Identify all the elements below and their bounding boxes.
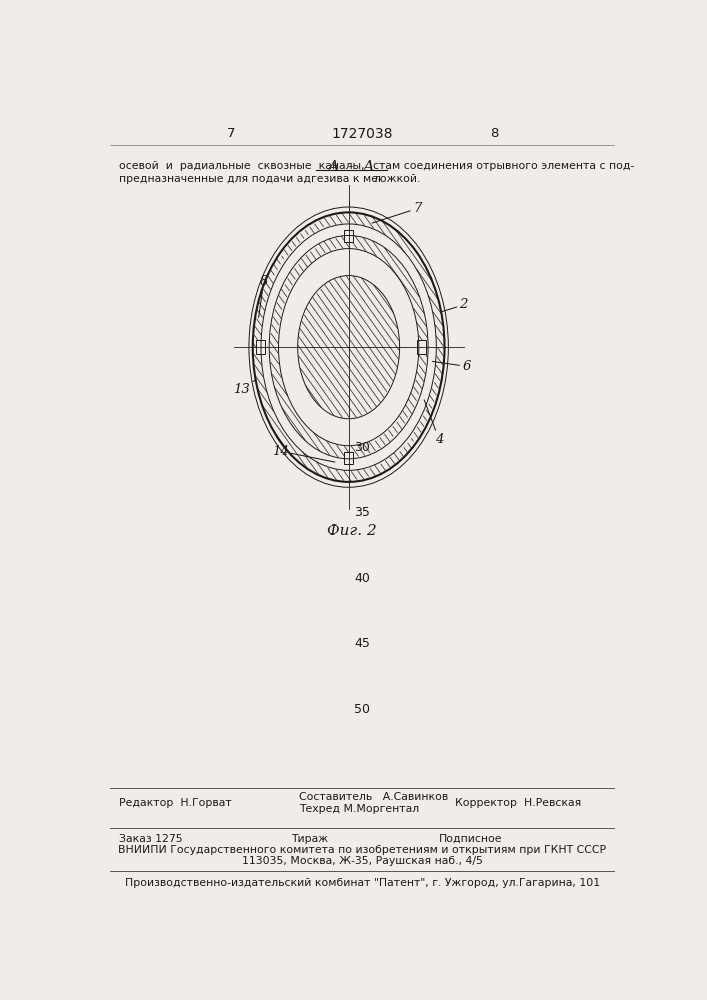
Bar [417, 340, 426, 354]
Text: Составитель   А.Савинков: Составитель А.Савинков [299, 792, 448, 802]
Text: Фиг. 2: Фиг. 2 [327, 524, 376, 538]
Text: А  -  А: А - А [327, 160, 375, 174]
Text: осевой  и  радиальные  сквозные  каналы,
предназначенные для подачи адгезива к м: осевой и радиальные сквозные каналы, пре… [119, 161, 381, 184]
Text: 14: 14 [271, 445, 335, 462]
Text: Техред М.Моргентал: Техред М.Моргентал [299, 804, 419, 814]
Text: Редактор  Н.Горват: Редактор Н.Горват [119, 798, 231, 808]
Text: 45: 45 [354, 637, 370, 650]
Text: 7: 7 [372, 202, 421, 223]
Text: Тираж: Тираж [291, 834, 328, 844]
Text: 35: 35 [354, 506, 370, 519]
Text: 2: 2 [442, 298, 468, 312]
Text: 50: 50 [354, 703, 370, 716]
Text: 8: 8 [490, 127, 498, 140]
Bar [344, 452, 353, 464]
Text: 6: 6 [433, 360, 471, 373]
Text: 1727038: 1727038 [332, 127, 393, 141]
Text: Заказ 1275: Заказ 1275 [119, 834, 182, 844]
Text: 30: 30 [354, 441, 370, 454]
Bar [256, 340, 265, 354]
Text: Производственно-издательский комбинат "Патент", г. Ужгород, ул.Гагарина, 101: Производственно-издательский комбинат "П… [124, 878, 600, 888]
Text: 113035, Москва, Ж-35, Раушская наб., 4/5: 113035, Москва, Ж-35, Раушская наб., 4/5 [242, 856, 483, 866]
Text: 40: 40 [354, 572, 370, 585]
Text: 7: 7 [226, 127, 235, 140]
Text: Подписное: Подписное [439, 834, 503, 844]
Text: стам соединения отрывного элемента с под-
ложкой.: стам соединения отрывного элемента с под… [373, 161, 635, 184]
Text: 8: 8 [259, 275, 268, 317]
Text: Корректор  Н.Ревская: Корректор Н.Ревская [455, 798, 582, 808]
Text: 4: 4 [424, 400, 443, 446]
Text: 13: 13 [233, 380, 256, 396]
Text: ВНИИПИ Государственного комитета по изобретениям и открытиям при ГКНТ СССР: ВНИИПИ Государственного комитета по изоб… [118, 845, 607, 855]
Bar [344, 230, 353, 242]
